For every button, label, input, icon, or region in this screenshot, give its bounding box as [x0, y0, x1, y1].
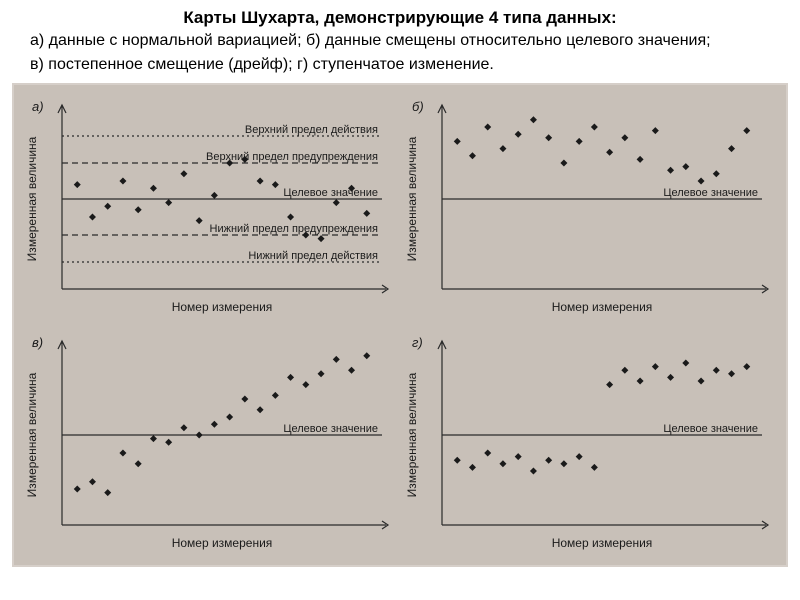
- x-axis-label: Номер измерения: [552, 536, 653, 550]
- x-axis-label: Номер измерения: [172, 300, 273, 314]
- shewhart-charts: а) Верхний предел действия Верхний предел …: [14, 85, 786, 565]
- panel-tag: б): [412, 99, 424, 114]
- x-axis-label: Номер измерения: [172, 536, 273, 550]
- panel-tag: а): [32, 99, 44, 114]
- page-title: Карты Шухарта, демонстрирующие 4 типа да…: [30, 8, 770, 28]
- ref-label: Нижний предел действия: [248, 250, 378, 262]
- y-axis-label: Измеренная величина: [405, 373, 419, 498]
- ref-label: Нижний предел предупреждения: [210, 223, 379, 235]
- ref-label: Целевое значение: [283, 187, 378, 199]
- header-block: Карты Шухарта, демонстрирующие 4 типа да…: [0, 0, 800, 79]
- charts-frame: а) Верхний предел действия Верхний предел …: [12, 83, 788, 567]
- ref-label: Целевое значение: [663, 187, 758, 199]
- y-axis-label: Измеренная величина: [405, 137, 419, 262]
- desc-line-2: в) постепенное смещение (дрейф); г) ступ…: [30, 54, 770, 76]
- desc-line-1: а) данные с нормальной вариацией; б) дан…: [30, 30, 770, 52]
- ref-label: Целевое значение: [663, 423, 758, 435]
- ref-label: Верхний предел действия: [245, 124, 378, 136]
- ref-label: Верхний предел предупреждения: [206, 151, 378, 163]
- panel-tag: г): [412, 335, 423, 350]
- ref-label: Целевое значение: [283, 423, 378, 435]
- panel-tag: в): [32, 335, 43, 350]
- y-axis-label: Измеренная величина: [25, 137, 39, 262]
- x-axis-label: Номер измерения: [552, 300, 653, 314]
- y-axis-label: Измеренная величина: [25, 373, 39, 498]
